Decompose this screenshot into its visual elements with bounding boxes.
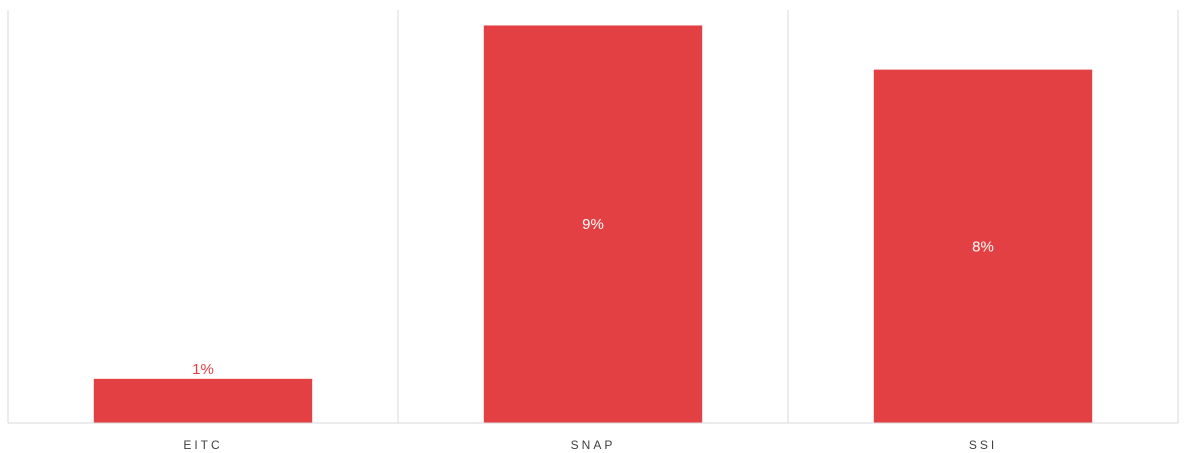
category-separators (7, 10, 1179, 423)
bar-snap (483, 25, 703, 423)
data-label-snap: 9% (582, 216, 604, 233)
data-labels-group: 1% 9% 8% (192, 216, 994, 378)
bars-group (93, 25, 1093, 424)
data-label-eitc: 1% (192, 361, 214, 378)
x-tick-label-snap: SNAP (571, 438, 616, 452)
x-tick-label-ssi: SSI (969, 438, 997, 452)
x-tick-label-eitc: EITC (183, 438, 222, 452)
bar-ssi (873, 69, 1093, 424)
x-tick-labels-group: EITC SNAP SSI (183, 438, 997, 452)
data-label-ssi: 8% (972, 238, 994, 255)
bar-eitc (93, 378, 313, 423)
